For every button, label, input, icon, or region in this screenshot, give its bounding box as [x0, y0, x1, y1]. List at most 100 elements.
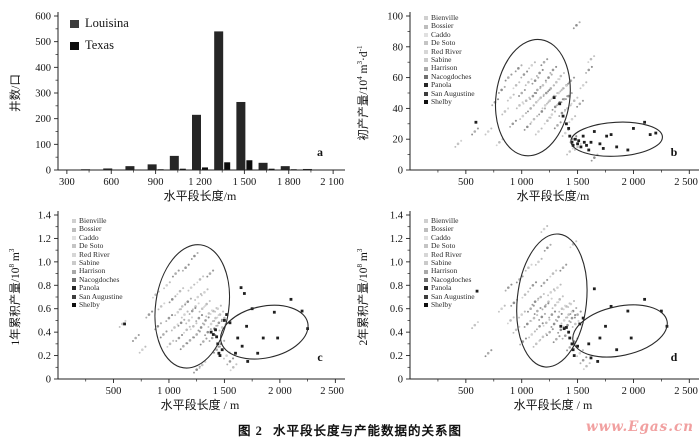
svg-text:0: 0 — [46, 166, 51, 177]
svg-text:100: 100 — [387, 12, 403, 23]
svg-text:1 000: 1 000 — [510, 177, 534, 188]
svg-text:1.2: 1.2 — [38, 234, 51, 245]
tick-labels: 500 1 000 1 500 2 000 2 500 0 0.2 0.4 0.6 0.8 1.0 1… — [390, 211, 698, 398]
svg-text:0: 0 — [398, 375, 403, 386]
legend-marker-icon — [424, 303, 428, 308]
bar-louisiana — [103, 168, 113, 170]
legend-label: Red River — [431, 46, 462, 56]
legend-marker-icon — [72, 227, 76, 232]
bar-louisiana — [302, 168, 312, 170]
legend-item: Sabine — [72, 258, 123, 267]
ellipse-annotation — [572, 304, 668, 358]
legend-label: Panola — [431, 283, 452, 293]
svg-text:1 200: 1 200 — [188, 177, 212, 188]
bar-louisiana — [169, 155, 179, 170]
panel-letter: c — [317, 350, 323, 364]
svg-text:400: 400 — [35, 63, 51, 74]
svg-text:0: 0 — [46, 375, 51, 386]
legend-item: Caddo — [424, 30, 475, 39]
legend-item: Sabine — [424, 258, 475, 267]
svg-text:1.4: 1.4 — [38, 211, 52, 222]
svg-text:0.2: 0.2 — [38, 351, 51, 362]
svg-text:900: 900 — [148, 177, 164, 188]
legend-label: Harrison — [431, 266, 458, 276]
svg-text:300: 300 — [35, 89, 51, 100]
legend-item: Harrison — [72, 267, 123, 275]
svg-text:2 000: 2 000 — [622, 177, 646, 188]
axes — [57, 12, 345, 171]
legend-marker-icon — [72, 294, 76, 299]
svg-text:0.6: 0.6 — [38, 304, 51, 315]
legend-label: San Augustine — [79, 291, 123, 301]
x-axis-title: 水平段长度 / m — [514, 397, 593, 412]
legend-marker-icon — [72, 303, 76, 308]
tick-labels: 500 1 000 1 500 2 000 2 500 0 0.2 0.4 0.6 0.8 1.0 1… — [38, 211, 344, 398]
panel-d-chart: 500 1 000 1 500 2 000 2 500 0 0.2 0.4 0.6 0.8 1.0 1… — [390, 211, 699, 412]
legend-marker-icon — [424, 252, 428, 257]
legend-marker-icon — [72, 286, 76, 291]
ticks — [406, 214, 690, 383]
legend-label: Harrison — [431, 63, 458, 73]
legend-item: Bienville — [72, 216, 123, 225]
legend-item: San Augustine — [424, 292, 475, 301]
panel-letter: b — [671, 145, 678, 159]
tick-labels: 500 1 000 1 500 2 000 2 500 0 20 40 60 80 100 — [387, 12, 698, 189]
legend-item: Nacogdoches — [424, 275, 475, 284]
legend-item: Harrison — [424, 267, 475, 275]
svg-text:2 500: 2 500 — [320, 386, 344, 397]
legend-item: Red River — [424, 249, 475, 259]
legend-label: Red River — [79, 249, 110, 259]
legend-marker-icon — [424, 58, 428, 63]
legend-marker-icon — [424, 278, 428, 283]
svg-text:2 000: 2 000 — [268, 386, 292, 397]
panel-a-legend: Louisina Texas — [70, 16, 129, 60]
legend-item: Caddo — [424, 233, 475, 242]
legend-marker-icon — [72, 219, 76, 224]
legend-label: Sabine — [431, 55, 452, 65]
scatter-dark — [474, 96, 658, 152]
ticks — [54, 15, 334, 174]
panel-letter: d — [671, 350, 678, 364]
legend-marker-icon — [424, 49, 428, 54]
legend-label: De Soto — [431, 38, 456, 48]
svg-text:2 000: 2 000 — [622, 386, 646, 397]
cluster-ellipses — [516, 233, 668, 368]
legend-item: Bossier — [424, 224, 475, 233]
legend-label: Red River — [431, 249, 462, 259]
svg-text:300: 300 — [59, 177, 75, 188]
svg-text:0.4: 0.4 — [38, 328, 52, 339]
legend-item: Bienville — [424, 13, 475, 22]
legend-item: San Augustine — [424, 89, 475, 98]
legend-marker-icon — [72, 261, 76, 266]
svg-text:1 500: 1 500 — [213, 386, 237, 397]
legend-marker-icon — [72, 252, 76, 257]
legend-label: Louisina — [85, 16, 129, 30]
scatter-light — [454, 21, 599, 162]
legend-marker-icon — [424, 219, 428, 224]
svg-text:0.8: 0.8 — [390, 281, 403, 292]
bar-louisiana — [214, 31, 224, 171]
legend-item: Red River — [72, 249, 123, 259]
svg-text:500: 500 — [458, 386, 474, 397]
legend-item: Nacogdoches — [72, 274, 123, 284]
legend-item: Sabine — [424, 55, 475, 65]
ellipse-annotation — [570, 121, 663, 157]
bar-louisiana — [125, 166, 135, 170]
figure-caption: 图 2 水平段长度与产能数据的关系图 — [0, 420, 700, 439]
legend-item: Bienville — [424, 216, 475, 225]
legend-item: De Soto — [424, 38, 475, 48]
legend-item: Red River — [424, 46, 475, 56]
ellipse-annotation — [220, 304, 309, 360]
legend-label: De Soto — [79, 241, 104, 251]
bars — [81, 31, 319, 171]
panel-a-chart: 300 600 900 1 200 1 500 1 800 2 100 0 100 200 300 4… — [35, 12, 345, 202]
legend-label: Nacogdoches — [79, 274, 120, 284]
panel-d-legend: Bienville Bossier Caddo De Soto Red River Sab… — [424, 216, 475, 309]
scatter-dark — [475, 287, 669, 363]
legend-item: Harrison — [424, 64, 475, 72]
legend-label: Nacogdoches — [431, 71, 472, 81]
svg-text:20: 20 — [393, 135, 404, 146]
tick-labels: 300 600 900 1 200 1 500 1 800 2 100 0 100 200 300 4… — [35, 12, 344, 189]
legend-label: Shelby — [79, 300, 100, 310]
